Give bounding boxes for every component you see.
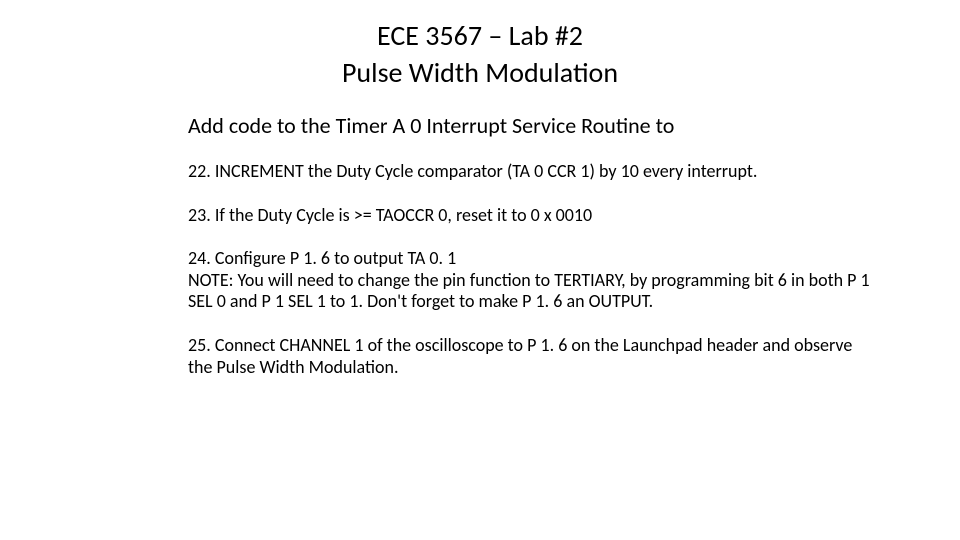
instruction-25: 25. Connect CHANNEL 1 of the oscilloscop… <box>188 335 880 378</box>
document-body: ECE 3567 – Lab #2 Pulse Width Modulation… <box>0 0 960 378</box>
instruction-22: 22. INCREMENT the Duty Cycle comparator … <box>188 161 880 183</box>
title-line-1: ECE 3567 – Lab #2 <box>0 18 960 53</box>
title-line-2: Pulse Width Modulation <box>0 55 960 90</box>
instruction-23: 23. If the Duty Cycle is >= TAOCCR 0, re… <box>188 205 880 227</box>
subtitle: Add code to the Timer A 0 Interrupt Serv… <box>188 112 890 139</box>
instruction-24: 24. Configure P 1. 6 to output TA 0. 1NO… <box>188 248 880 313</box>
